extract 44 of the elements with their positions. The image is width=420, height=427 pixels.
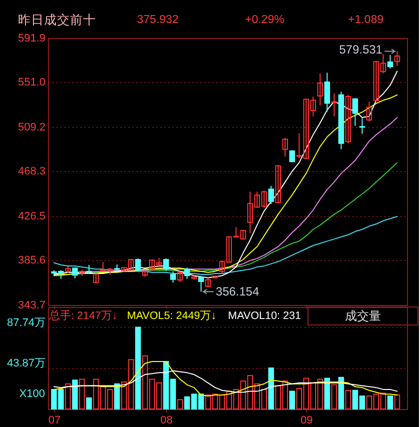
annotation: MAVOL10: 231: [228, 310, 302, 322]
candlestick: [184, 267, 190, 280]
candlestick: [268, 185, 274, 205]
y-tick-label: 426.5: [18, 210, 46, 222]
candlestick: [366, 101, 372, 122]
candlestick: [352, 98, 358, 126]
y-axis-title: X100: [19, 388, 45, 400]
y-tick-label: 87.74万: [6, 316, 46, 329]
candlestick: [317, 72, 324, 106]
chart-title: 成交量: [345, 309, 381, 323]
text: +1.089: [348, 14, 384, 26]
candlestick: [359, 118, 366, 134]
candlestick: [135, 258, 141, 272]
candlestick: [170, 270, 176, 284]
text: 375.932: [137, 14, 179, 26]
candlestick: [177, 270, 183, 283]
candlestick: [387, 54, 394, 69]
candlestick: [93, 272, 99, 284]
candlestick: [163, 258, 169, 272]
candlestick: [205, 277, 211, 288]
candlestick: [324, 72, 330, 112]
x-tick-label: 08: [160, 414, 173, 426]
y-tick-label: 468.3: [18, 165, 46, 178]
y-tick-label: 343.7: [18, 300, 46, 312]
y-tick-label: 385.6: [18, 254, 46, 266]
y-tick-label: 509.2: [18, 121, 46, 134]
candlestick: [331, 92, 338, 117]
candlestick: [198, 276, 204, 292]
x-tick-label: 07: [48, 414, 61, 426]
annotation: 总手: 2147万↓: [48, 309, 118, 322]
annotation: 579.531: [339, 42, 383, 56]
chart-title: 昨日成交前十: [18, 12, 96, 27]
annotation: MAVOL5: 2449万↓: [127, 310, 216, 322]
candlestick: [394, 50, 400, 66]
text: +0.29%: [245, 14, 284, 26]
x-tick-label: 09: [300, 414, 313, 426]
y-tick-label: 551.0: [18, 76, 46, 88]
y-tick-label: 43.87万: [6, 358, 46, 370]
annotation: 356.154: [216, 284, 260, 299]
y-tick-label: 591.9: [18, 32, 46, 44]
candlestick: [345, 94, 352, 144]
candlestick: [282, 137, 288, 158]
candlestick: [72, 267, 78, 279]
candlestick: [275, 164, 281, 204]
